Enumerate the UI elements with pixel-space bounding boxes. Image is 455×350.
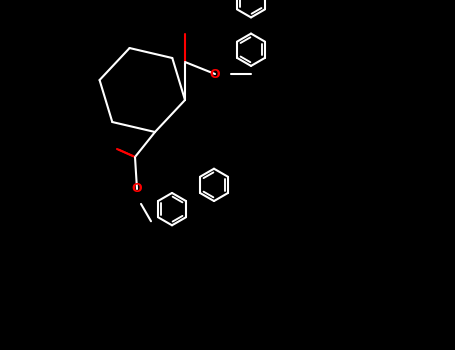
Text: O: O	[210, 68, 220, 80]
Text: O: O	[131, 182, 142, 196]
